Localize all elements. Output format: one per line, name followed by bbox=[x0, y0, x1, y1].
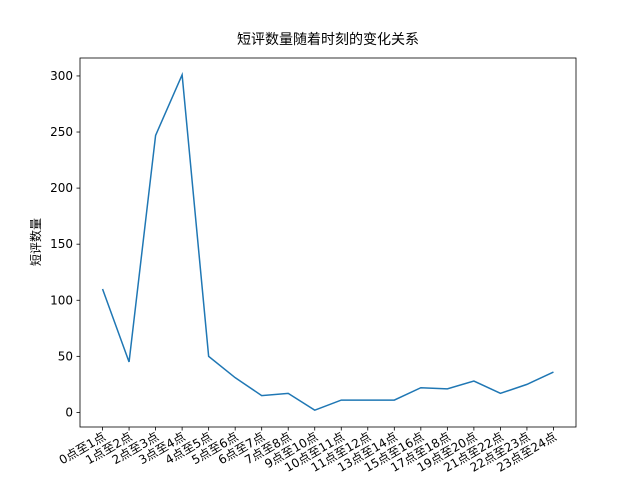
y-tick-label: 150 bbox=[50, 237, 73, 251]
y-tick-label: 50 bbox=[58, 349, 73, 363]
data-line bbox=[101, 71, 554, 412]
chart-title: 短评数量随着时刻的变化关系 bbox=[237, 32, 419, 48]
plot-frame bbox=[79, 57, 577, 428]
y-tick-label: 0 bbox=[65, 405, 73, 419]
y-tick-label: 200 bbox=[50, 181, 73, 195]
y-tick-label: 300 bbox=[50, 69, 73, 83]
y-tick-label: 250 bbox=[50, 125, 73, 139]
y-tick-label: 100 bbox=[50, 293, 73, 307]
y-axis-label: 短评数量 bbox=[28, 218, 43, 266]
